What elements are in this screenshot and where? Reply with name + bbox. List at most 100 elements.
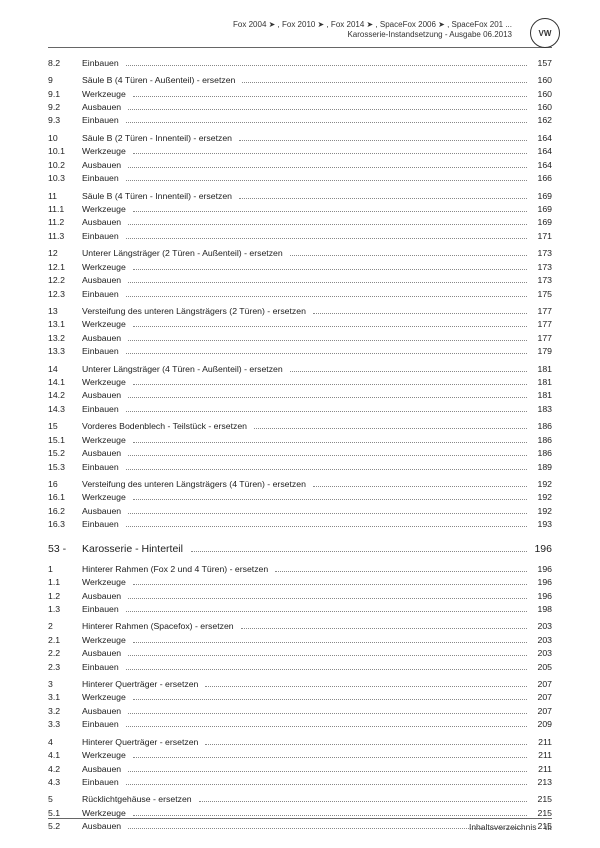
toc-number: 10.3 [48,173,82,185]
toc-row: 2.1Werkzeuge203 [48,635,552,647]
toc-page-number: 215 [530,794,552,806]
toc-row: 8.2Einbauen157 [48,58,552,70]
toc-title: Hinterer Querträger - ersetzen [82,737,202,749]
toc-number: 15 [48,421,82,433]
toc-page-number: 164 [530,146,552,158]
toc-dots [133,815,527,816]
footer-label: Inhaltsverzeichnis [469,822,537,832]
toc-number: 4 [48,737,82,749]
toc-title: Rücklichtgehäuse - ersetzen [82,794,196,806]
toc-row: 4Hinterer Querträger - ersetzen211 [48,737,552,749]
toc-title: Einbauen [82,777,123,789]
toc-title: Einbauen [82,289,123,301]
toc-page-number: 175 [530,289,552,301]
toc-number: 9.2 [48,102,82,114]
toc-number: 16 [48,479,82,491]
toc-number: 15.1 [48,435,82,447]
toc-page-number: 171 [530,231,552,243]
toc-title: Ausbauen [82,390,125,402]
toc-number: 5 [48,794,82,806]
toc-title: Einbauen [82,662,123,674]
toc-dots [133,326,527,327]
toc-title: Werkzeuge [82,492,130,504]
toc-title: Ausbauen [82,102,125,114]
toc-row: 1.2Ausbauen196 [48,591,552,603]
toc-title: Säule B (4 Türen - Außenteil) - ersetzen [82,75,239,87]
toc-row: 12.3Einbauen175 [48,289,552,301]
toc-title: Einbauen [82,604,123,616]
toc-number: 14.2 [48,390,82,402]
toc-number: 13.3 [48,346,82,358]
vw-logo-icon: VW [530,18,560,48]
toc-page-number: 186 [530,421,552,433]
toc-page-number: 181 [530,364,552,376]
toc-dots [133,699,527,700]
toc-title: Einbauen [82,346,123,358]
toc-row: 11.3Einbauen171 [48,231,552,243]
toc-row: 9.2Ausbauen160 [48,102,552,114]
toc-page-number: 186 [530,435,552,447]
toc-dots [239,140,527,141]
toc-row: 16.2Ausbauen192 [48,506,552,518]
toc-page-number: 196 [530,543,552,557]
toc-title: Einbauen [82,58,123,70]
header-models-line: Fox 2004 ➤ , Fox 2010 ➤ , Fox 2014 ➤ , S… [48,20,552,30]
toc-page-number: 164 [530,133,552,145]
toc-row: 4.1Werkzeuge211 [48,750,552,762]
toc-dots [241,628,527,629]
toc-dots [128,224,527,225]
toc-row: 9.3Einbauen162 [48,115,552,127]
toc-number: 1.1 [48,577,82,589]
toc-row: 5Rücklichtgehäuse - ersetzen 215 [48,794,552,806]
toc-row: 14.3Einbauen183 [48,404,552,416]
toc-row: 11Säule B (4 Türen - Innenteil) - ersetz… [48,191,552,203]
toc-dots [128,513,527,514]
toc-page-number: 203 [530,635,552,647]
toc-page-number: 173 [530,262,552,274]
toc-dots [313,313,527,314]
toc-page-number: 169 [530,191,552,203]
toc-title: Hinterer Rahmen (Fox 2 und 4 Türen) - er… [82,564,272,576]
toc-page-number: 166 [530,173,552,185]
toc-title: Werkzeuge [82,377,130,389]
toc-number: 13.1 [48,319,82,331]
toc-title: Säule B (4 Türen - Innenteil) - ersetzen [82,191,236,203]
toc-page-number: 211 [530,750,552,762]
toc-page-number: 203 [530,621,552,633]
toc-title: Werkzeuge [82,635,130,647]
toc-title: Werkzeuge [82,435,130,447]
toc-dots [254,428,527,429]
toc-page-number: 179 [530,346,552,358]
toc-number: 1.3 [48,604,82,616]
toc-dots [133,269,527,270]
toc-row: 10.1Werkzeuge164 [48,146,552,158]
toc-title: Ausbauen [82,591,125,603]
toc-number: 14.1 [48,377,82,389]
toc-page-number: 177 [530,319,552,331]
toc-row: 2.3Einbauen205 [48,662,552,674]
toc-dots [133,384,527,385]
toc-page-number: 196 [530,564,552,576]
toc-number: 10 [48,133,82,145]
toc-dots [275,571,527,572]
toc-dots [128,109,527,110]
toc-title: Ausbauen [82,506,125,518]
toc-dots [313,486,527,487]
footer-divider [48,818,552,819]
toc-page-number: 169 [530,204,552,216]
toc-row: 12.1Werkzeuge173 [48,262,552,274]
toc-page-number: 192 [530,492,552,504]
toc-dots [126,526,527,527]
toc-page-number: 207 [530,692,552,704]
toc-row: 2Hinterer Rahmen (Spacefox) - ersetzen20… [48,621,552,633]
toc-row: 10.3Einbauen 166 [48,173,552,185]
toc-page-number: 177 [530,306,552,318]
toc-number: 1 [48,564,82,576]
toc-dots [205,744,527,745]
toc-dots [128,713,527,714]
toc-row: 9Säule B (4 Türen - Außenteil) - ersetze… [48,75,552,87]
toc-number: 2 [48,621,82,633]
toc-dots [199,801,527,802]
toc-page-number: 173 [530,275,552,287]
toc-title: Einbauen [82,173,123,185]
